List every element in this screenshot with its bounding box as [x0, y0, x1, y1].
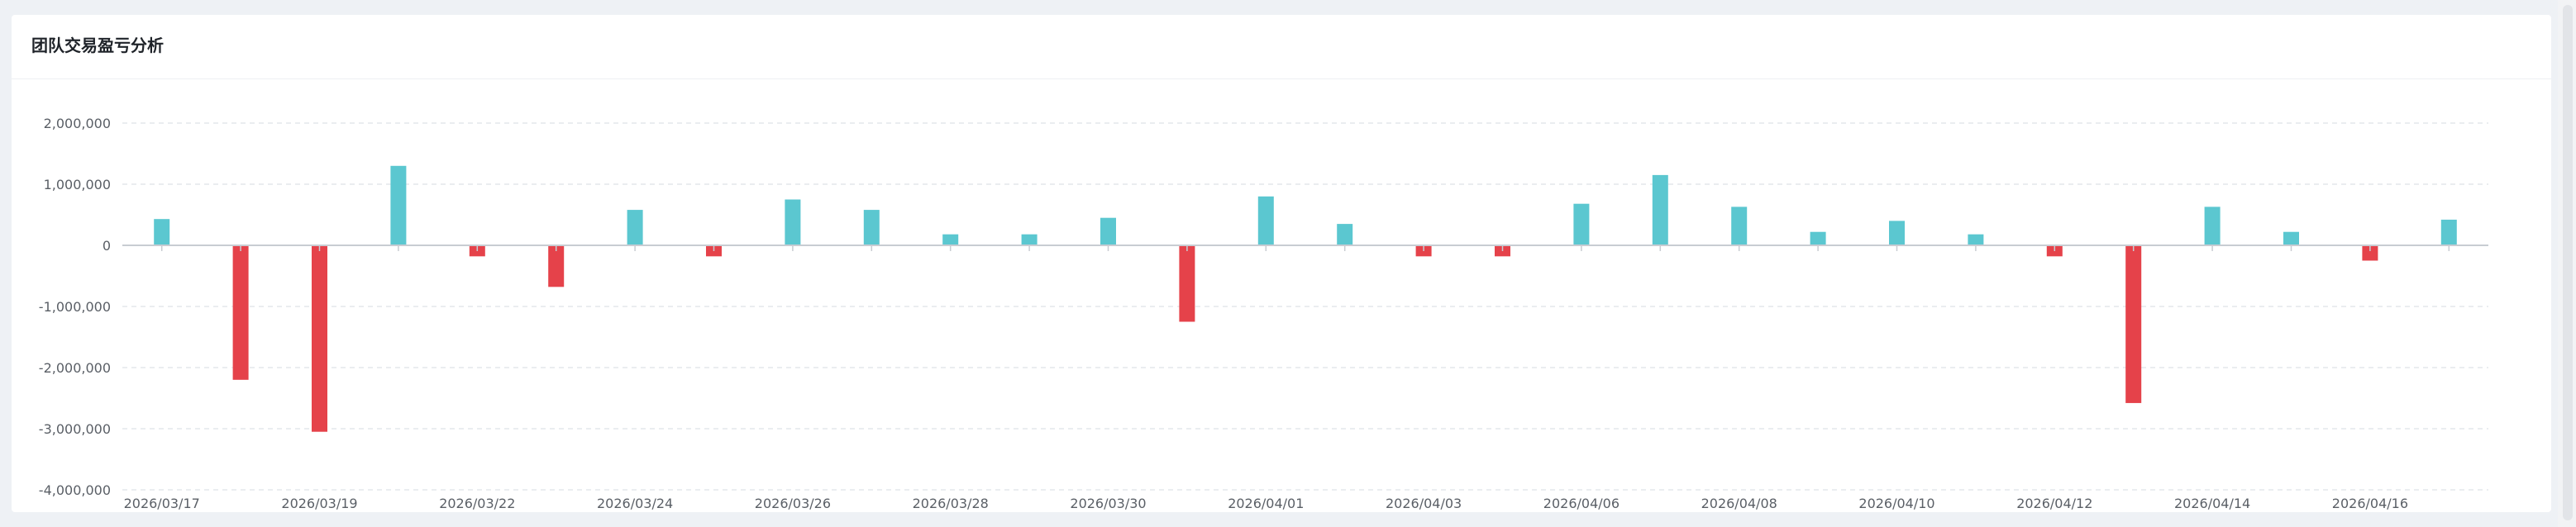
- bar[interactable]: [2440, 219, 2457, 245]
- bar[interactable]: [1021, 234, 1038, 245]
- bar[interactable]: [1889, 221, 1905, 245]
- bar[interactable]: [1968, 234, 1984, 245]
- x-tick-label: 2026/04/01: [1228, 496, 1304, 511]
- page-scrollbar[interactable]: [2558, 0, 2576, 527]
- bar[interactable]: [1652, 174, 1668, 245]
- bar[interactable]: [2125, 245, 2142, 403]
- y-tick-label: 2,000,000: [44, 116, 111, 131]
- x-axis: [122, 245, 2488, 251]
- x-tick-label: 2026/04/08: [1701, 496, 1777, 511]
- pnl-bar-chart: 2,000,000 1,000,000 0 -1,000,000 -2,000,000 -…: [39, 116, 2488, 511]
- bar[interactable]: [1731, 207, 1748, 245]
- card-header: 团队交易盈亏分析: [12, 15, 2551, 79]
- x-tick-label: 2026/03/26: [755, 496, 831, 511]
- bar[interactable]: [627, 210, 643, 245]
- x-tick-label: 2026/04/10: [1858, 496, 1934, 511]
- y-tick-label: -4,000,000: [39, 482, 111, 498]
- x-tick-label: 2026/03/30: [1070, 496, 1146, 511]
- chart-area: 2,000,000 1,000,000 0 -1,000,000 -2,000,000 -…: [12, 79, 2551, 512]
- y-tick-label: -2,000,000: [39, 360, 111, 376]
- bars: [154, 165, 2457, 432]
- bar[interactable]: [312, 245, 327, 432]
- bar[interactable]: [1810, 231, 1826, 245]
- y-tick-label: 0: [103, 238, 111, 254]
- x-tick-label: 2026/03/28: [913, 496, 989, 511]
- x-tick-label: 2026/04/16: [2332, 496, 2408, 511]
- bar[interactable]: [154, 219, 170, 245]
- y-tick-label: 1,000,000: [44, 177, 111, 192]
- pnl-analysis-card: 团队交易盈亏分析 2,000,000 1,000,000 0 -1,000,000 -2…: [12, 15, 2551, 512]
- x-tick-label: 2026/03/17: [124, 496, 200, 511]
- bar[interactable]: [1573, 203, 1590, 245]
- x-tick-label: 2026/03/24: [597, 496, 673, 511]
- bar[interactable]: [1100, 217, 1116, 245]
- bar[interactable]: [1257, 196, 1274, 245]
- bar[interactable]: [942, 234, 959, 245]
- x-axis-ticks: 2026/03/17 2026/03/19 2026/03/22 2026/03/24…: [124, 496, 2408, 511]
- bar[interactable]: [1337, 224, 1353, 245]
- scrollbar-thumb[interactable]: [2563, 5, 2573, 520]
- y-tick-label: -1,000,000: [39, 299, 111, 315]
- y-axis-ticks: 2,000,000 1,000,000 0 -1,000,000 -2,000,000 -…: [39, 116, 111, 498]
- bar[interactable]: [390, 165, 407, 245]
- x-tick-label: 2026/04/03: [1386, 496, 1462, 511]
- x-tick-label: 2026/04/14: [2174, 496, 2250, 511]
- bar[interactable]: [2283, 231, 2299, 245]
- grid-layer: [122, 122, 2488, 491]
- card-title: 团队交易盈亏分析: [31, 36, 164, 55]
- bar[interactable]: [785, 199, 801, 246]
- bar[interactable]: [1179, 245, 1195, 322]
- y-tick-label: -3,000,000: [39, 421, 111, 437]
- x-tick-label: 2026/03/19: [281, 496, 357, 511]
- x-tick-label: 2026/04/06: [1543, 496, 1620, 511]
- bar[interactable]: [232, 245, 249, 380]
- bar[interactable]: [863, 210, 880, 245]
- bar[interactable]: [2204, 207, 2221, 245]
- bar[interactable]: [548, 245, 565, 287]
- x-tick-label: 2026/03/22: [439, 496, 515, 511]
- x-tick-label: 2026/04/12: [2016, 496, 2092, 511]
- bar[interactable]: [2362, 245, 2378, 261]
